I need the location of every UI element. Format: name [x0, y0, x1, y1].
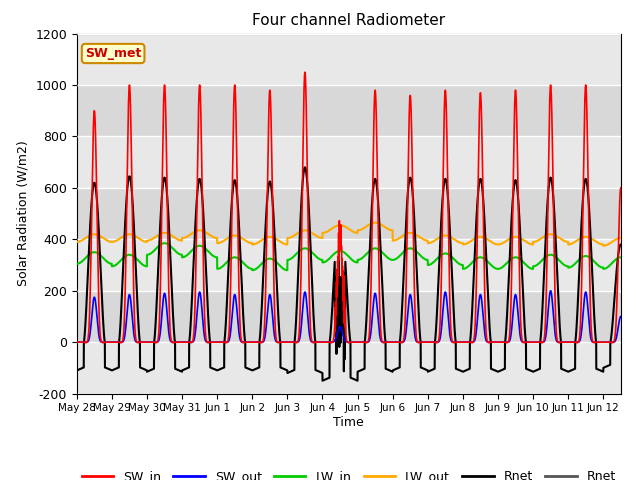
Bar [77, 188, 621, 240]
LW_out [217, 240, 225, 245]
Bar [77, 34, 621, 85]
Bar [77, 136, 621, 188]
SW_in [520, 340, 527, 346]
LW_in [73, 261, 81, 266]
LW_out [520, 237, 527, 243]
Bar [77, 240, 621, 291]
SW_in [115, 339, 122, 345]
LW_out [114, 237, 122, 243]
Title: Four channel Radiometer: Four channel Radiometer [252, 13, 445, 28]
SW_out [237, 337, 244, 343]
SW_out [217, 339, 225, 345]
Legend: SW_in, SW_out, LW_in, LW_out, Rnet, Rnet: SW_in, SW_out, LW_in, LW_out, Rnet, Rnet [77, 465, 621, 480]
LW_out [371, 220, 379, 226]
LW_in [248, 267, 256, 273]
Line: LW_out: LW_out [77, 223, 621, 246]
SW_out [570, 339, 577, 345]
SW_in [617, 185, 625, 191]
Rnet [570, 367, 577, 372]
SW_out [463, 339, 470, 345]
Rnet [73, 368, 81, 373]
LW_in [161, 240, 168, 246]
Rnet [617, 241, 625, 247]
SW_in [237, 332, 244, 337]
LW_out [73, 239, 81, 245]
SW_in [463, 339, 470, 345]
SW_in [73, 339, 81, 345]
LW_out [617, 235, 625, 241]
Line: SW_in: SW_in [77, 72, 621, 343]
Text: SW_met: SW_met [85, 47, 141, 60]
SW_in [570, 339, 577, 345]
LW_in [237, 257, 244, 263]
LW_in [463, 264, 470, 270]
Rnet [520, 306, 527, 312]
SW_out [617, 313, 625, 319]
Bar [77, 291, 621, 342]
Rnet [319, 378, 326, 384]
Bar [77, 85, 621, 136]
Line: LW_in: LW_in [77, 243, 621, 270]
LW_out [570, 240, 577, 246]
Line: Rnet: Rnet [77, 168, 621, 381]
LW_in [520, 260, 527, 265]
LW_in [217, 265, 225, 271]
Rnet [217, 366, 225, 372]
SW_out [114, 339, 122, 345]
SW_in [301, 69, 309, 75]
SW_out [73, 339, 81, 345]
LW_out [463, 240, 470, 246]
Y-axis label: Solar Radiation (W/m2): Solar Radiation (W/m2) [17, 141, 29, 287]
SW_in [81, 340, 89, 346]
LW_out [237, 234, 244, 240]
Rnet [114, 365, 122, 371]
SW_out [547, 288, 554, 294]
LW_in [114, 260, 122, 266]
LW_in [617, 254, 625, 260]
Bar [77, 342, 621, 394]
LW_out [600, 243, 607, 249]
Rnet [237, 254, 244, 260]
Line: SW_out: SW_out [77, 291, 621, 342]
Rnet [301, 165, 309, 170]
LW_in [570, 262, 577, 268]
Rnet [463, 367, 470, 373]
SW_in [217, 339, 225, 345]
X-axis label: Time: Time [333, 416, 364, 429]
SW_out [520, 339, 527, 345]
